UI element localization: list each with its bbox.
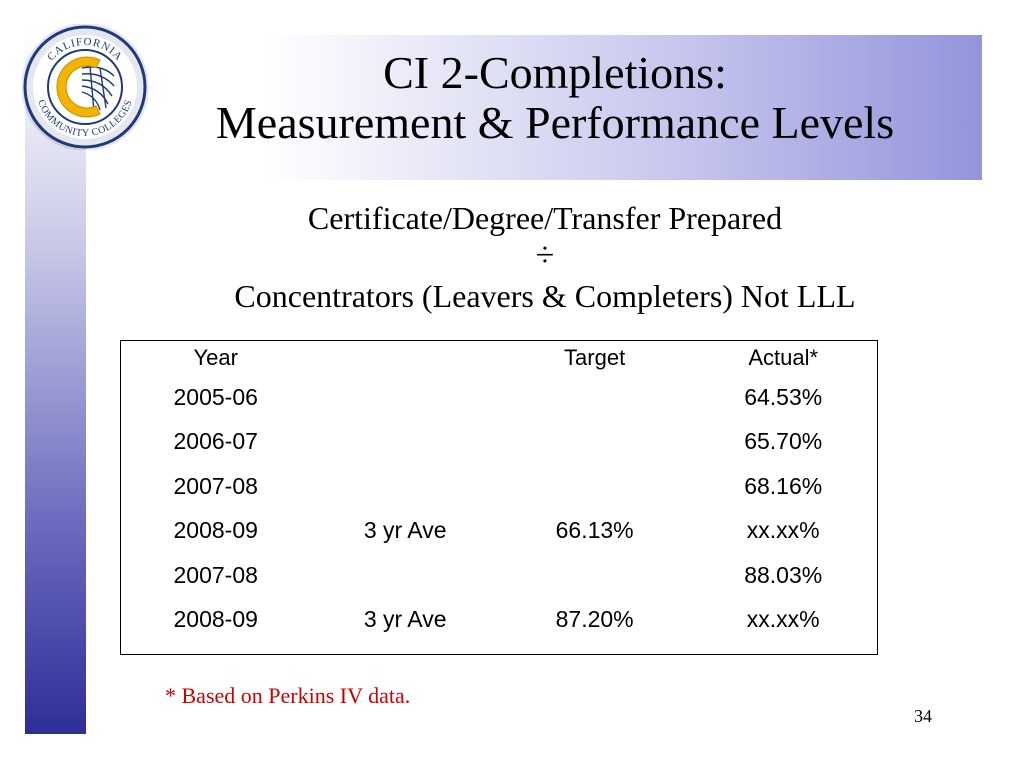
division-sign: ÷ — [535, 237, 555, 274]
page-number: 34 — [914, 706, 932, 726]
table-row: 2005-06 64.53% — [121, 375, 877, 420]
cell-year: 2005-06 — [173, 383, 258, 410]
cell-target — [500, 553, 690, 598]
table-row: 2006-07 65.70% — [121, 420, 877, 465]
cell-method: 3 yr Ave — [363, 517, 447, 544]
table-row: 2008-09 3 yr Ave 66.13% xx.xx% — [121, 509, 877, 554]
performance-table: Year Target Actual* 2005-06 64.53% 2006-… — [120, 340, 878, 655]
formula-numerator: Certificate/Degree/Transfer Prepared — [307, 200, 783, 236]
cell-year: 2006-07 — [173, 428, 258, 455]
table-header-row: Year Target Actual* — [121, 341, 877, 375]
cell-year: 2007-08 — [173, 561, 258, 588]
slide-title: CI 2-Completions: Measurement & Performa… — [120, 48, 990, 148]
table-row: 2007-08 88.03% — [121, 553, 877, 598]
california-community-colleges-logo: CALIFORNIA COMMUNITY COLLEGES — [21, 23, 149, 151]
cell-actual: 64.53% — [744, 383, 823, 410]
header-method — [310, 341, 499, 375]
cell-year: 2008-09 — [173, 517, 258, 544]
footnote: * Based on Perkins IV data. — [165, 683, 411, 708]
title-band — [86, 35, 982, 180]
header-year: Year — [193, 345, 238, 370]
table-row: 2008-09 3 yr Ave 87.20% xx.xx% — [121, 598, 877, 643]
formula: Certificate/Degree/Transfer Prepared ÷ C… — [100, 198, 990, 318]
cell-method — [310, 464, 499, 509]
cell-method — [310, 553, 499, 598]
cell-year: 2008-09 — [173, 606, 258, 633]
cell-target: 66.13% — [555, 517, 634, 544]
table-row: 2007-08 68.16% — [121, 464, 877, 509]
cell-target — [500, 420, 690, 465]
cell-method — [310, 420, 499, 465]
cell-method — [310, 375, 499, 420]
cell-method: 3 yr Ave — [363, 606, 447, 633]
formula-denominator: Concentrators (Leavers & Completers) Not… — [234, 278, 856, 314]
cell-target: 87.20% — [555, 606, 634, 633]
cell-actual: 68.16% — [744, 472, 823, 499]
cell-actual: 65.70% — [744, 428, 823, 455]
cell-actual: 88.03% — [744, 561, 823, 588]
header-actual: Actual* — [748, 345, 819, 370]
left-gradient-bar — [25, 35, 86, 734]
title-line-2: Measurement & Performance Levels — [215, 97, 895, 148]
cell-actual: xx.xx% — [746, 606, 820, 633]
header-target: Target — [564, 345, 626, 370]
cell-year: 2007-08 — [173, 472, 258, 499]
cell-target — [500, 464, 690, 509]
cell-target — [500, 375, 690, 420]
cell-actual: xx.xx% — [746, 517, 820, 544]
title-line-1: CI 2-Completions: — [383, 47, 727, 98]
